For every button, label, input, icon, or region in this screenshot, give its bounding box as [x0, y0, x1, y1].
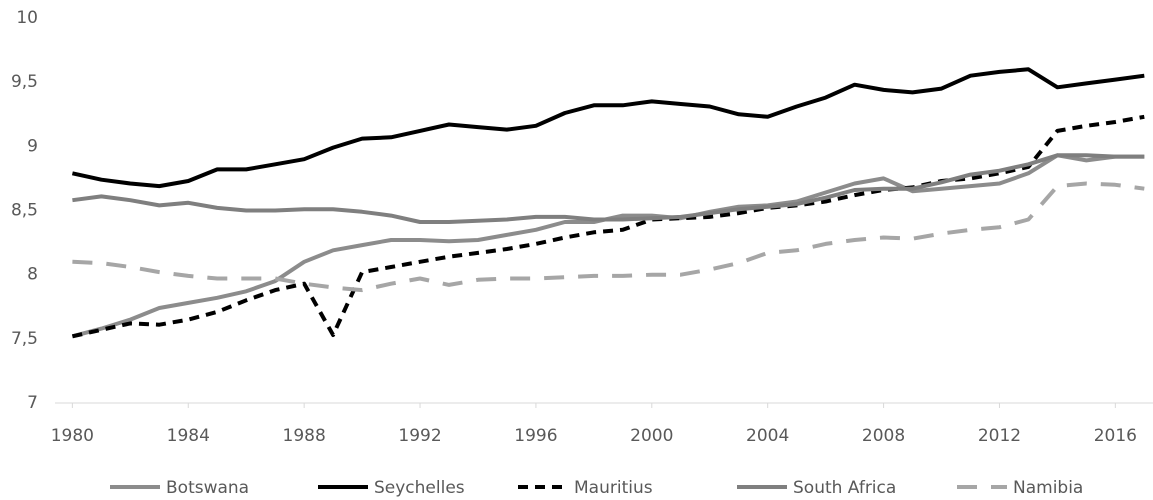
legend-label: South Africa: [793, 478, 896, 498]
series-line: [71, 153, 1145, 339]
x-tick-label: 2016: [1094, 426, 1137, 446]
y-tick-label: 9,5: [11, 72, 38, 92]
series-line: [71, 114, 1145, 339]
x-tick-label: 2004: [746, 426, 789, 446]
y-tick-label: 9: [27, 136, 38, 156]
x-tick-label: 1984: [167, 426, 210, 446]
legend-label: Mauritius: [574, 478, 653, 498]
y-tick-label: 8,5: [11, 201, 38, 221]
y-tick-label: 7,5: [11, 329, 38, 349]
y-tick-label: 7: [27, 393, 38, 413]
y-tick-label: 8: [27, 265, 38, 285]
x-tick-label: 1992: [398, 426, 441, 446]
x-tick-label: 2008: [862, 426, 905, 446]
series-line: [72, 181, 1145, 293]
series-line: [71, 67, 1145, 189]
x-tick-label: 1996: [514, 426, 557, 446]
x-tick-label: 1980: [51, 426, 94, 446]
legend-label: Namibia: [1013, 478, 1083, 498]
x-tick-label: 1988: [283, 426, 326, 446]
x-tick-label: 2012: [978, 426, 1021, 446]
y-tick-label: 10: [16, 8, 38, 28]
series-line: [72, 153, 1145, 224]
x-tick-label: 2000: [630, 426, 673, 446]
legend-label: Botswana: [166, 478, 249, 498]
legend-label: Seychelles: [374, 478, 465, 498]
